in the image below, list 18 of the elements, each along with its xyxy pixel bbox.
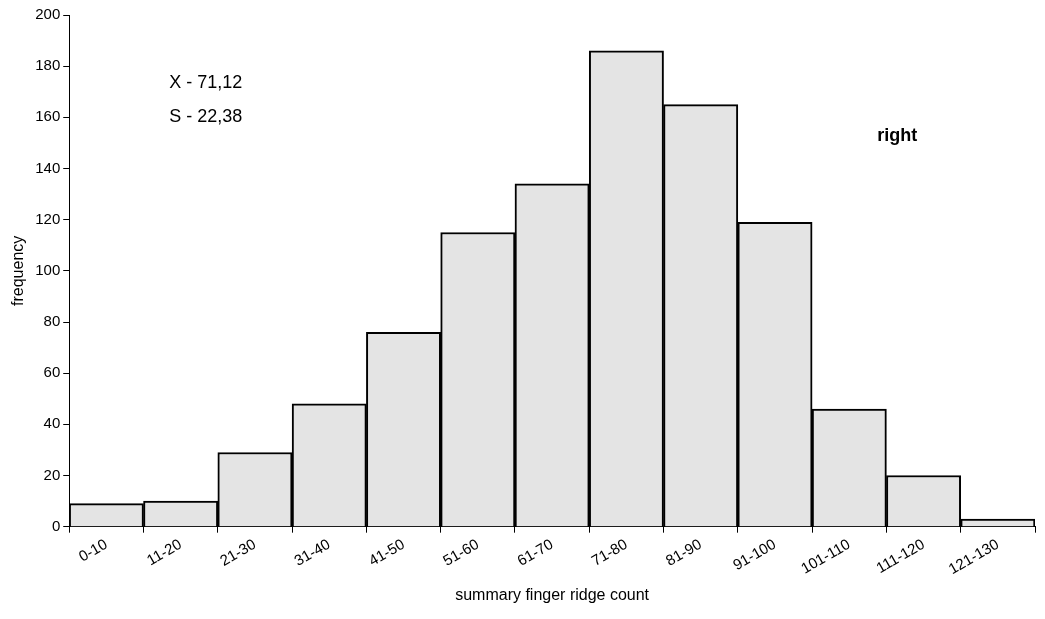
y-tick-label: 100 xyxy=(35,260,61,278)
x-axis-title: summary finger ridge count xyxy=(455,585,650,603)
y-tick-label: 180 xyxy=(35,56,61,74)
y-tick-label: 20 xyxy=(43,465,61,483)
annotation: S - 22,38 xyxy=(169,105,243,126)
y-tick-label: 120 xyxy=(35,209,61,227)
x-tick-label: 0-10 xyxy=(75,534,110,565)
y-tick-label: 200 xyxy=(35,5,61,23)
y-tick-label: 0 xyxy=(51,516,61,534)
annotation: right xyxy=(877,124,918,145)
y-tick-label: 40 xyxy=(43,414,61,432)
annotation: X - 71,12 xyxy=(169,71,243,92)
y-tick-label: 160 xyxy=(35,107,61,125)
y-tick-label: 60 xyxy=(43,363,61,381)
y-tick-label: 140 xyxy=(35,158,61,176)
y-tick-label: 80 xyxy=(43,312,61,330)
x-tick-label: 41-50 xyxy=(365,534,408,569)
y-axis-title: frequency xyxy=(9,235,27,306)
